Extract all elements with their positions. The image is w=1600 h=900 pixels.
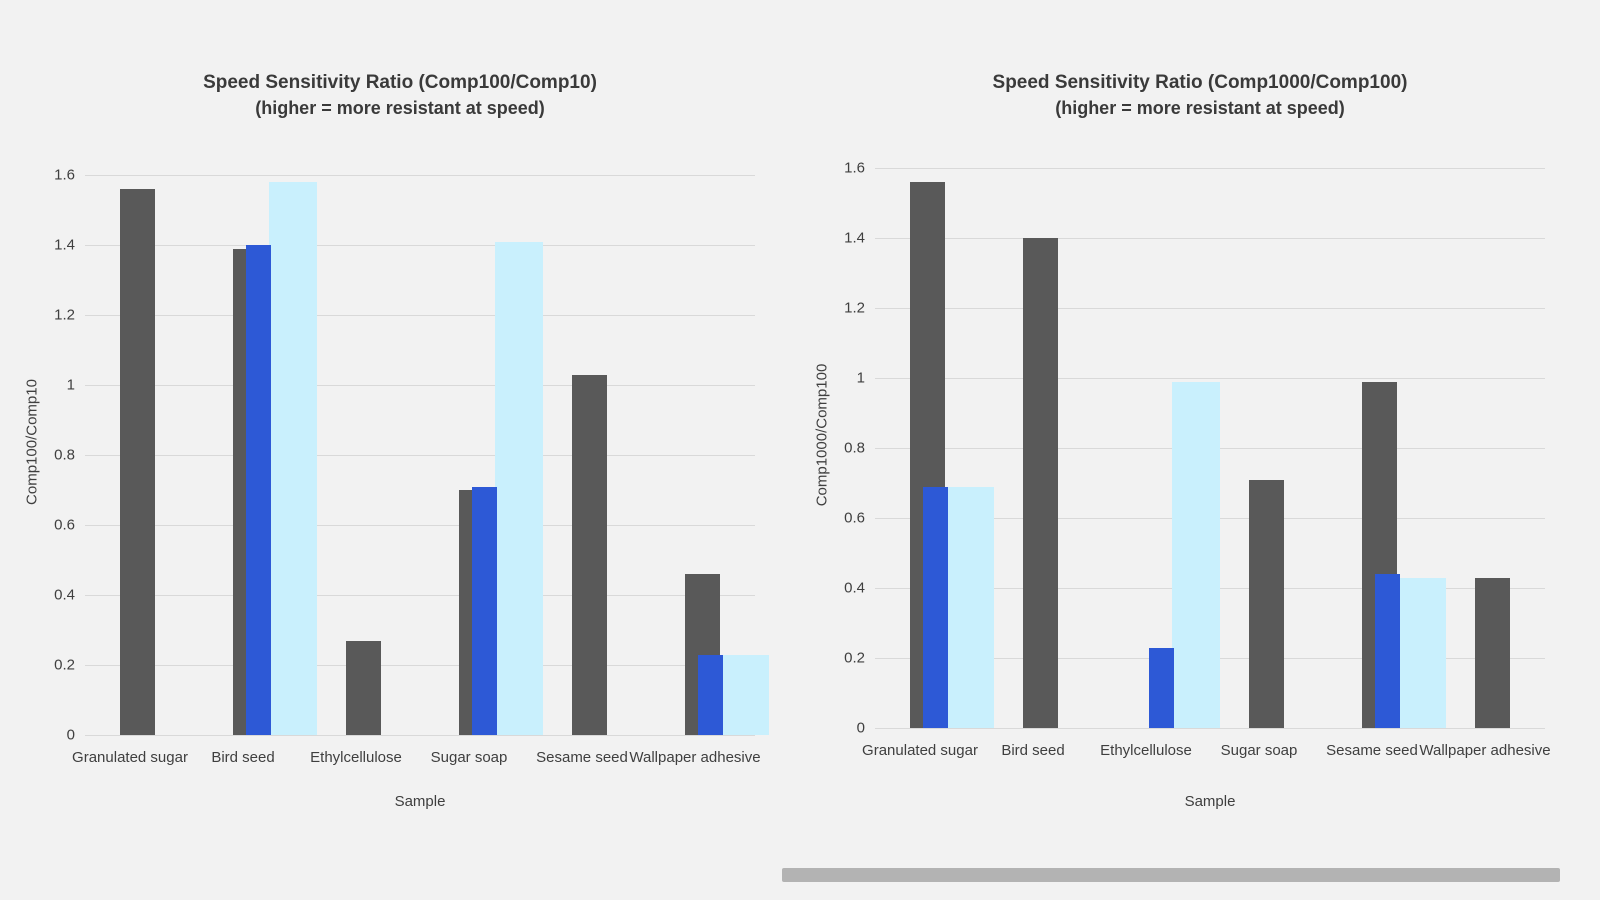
- y-tick-label-1.6: 1.6: [844, 159, 865, 177]
- x-tick-label-ethylcellulose: Ethylcellulose: [1100, 742, 1192, 759]
- bar-gray-sugar-soap: [1249, 479, 1284, 728]
- x-tick-label-sesame-seed: Sesame seed: [1326, 742, 1418, 759]
- gridline-y-0.6: [85, 525, 755, 526]
- bar-gray-sesame-seed: [572, 374, 607, 735]
- bar-lightblue-wallpaper-adhesive: [721, 654, 769, 735]
- bar-lightblue-sesame-seed: [1398, 577, 1446, 728]
- y-tick-label-0.4: 0.4: [844, 579, 865, 597]
- y-tick-label-1.2: 1.2: [844, 299, 865, 317]
- x-tick-label-ethylcellulose: Ethylcellulose: [310, 749, 402, 766]
- left-chart: Speed Sensitivity Ratio (Comp100/Comp10)…: [0, 0, 800, 860]
- bar-lightblue-sugar-soap: [495, 241, 543, 735]
- bar-blue-bird-seed: [246, 245, 271, 735]
- y-tick-label-0.6: 0.6: [54, 516, 75, 534]
- horizontal-scrollbar-thumb[interactable]: [782, 868, 1560, 882]
- gridline-y-0: [85, 735, 755, 736]
- right-chart: Speed Sensitivity Ratio (Comp1000/Comp10…: [800, 0, 1600, 860]
- bar-lightblue-bird-seed: [269, 182, 317, 735]
- bar-blue-wallpaper-adhesive: [698, 654, 723, 735]
- bar-gray-granulated-sugar: [120, 189, 155, 735]
- y-tick-label-1: 1: [66, 376, 75, 394]
- left-chart-titleblock: Speed Sensitivity Ratio (Comp100/Comp10)…: [0, 70, 800, 120]
- x-tick-label-wallpaper-adhesive: Wallpaper adhesive: [1419, 742, 1551, 759]
- gridline-y-0.4: [85, 595, 755, 596]
- gridline-y-1.6: [85, 175, 755, 176]
- left-chart-plot-area: 0 0.2 0.4 0.6 0.8 1 1.2 1.4 1.6 Granulated sugar B…: [54, 150, 769, 766]
- right-chart-x-axis-label: Sample: [1184, 793, 1236, 810]
- y-tick-label-1.4: 1.4: [844, 229, 865, 247]
- x-tick-label-wallpaper-adhesive: Wallpaper adhesive: [629, 749, 761, 766]
- gridline-y-1.6: [875, 168, 1545, 169]
- y-tick-label-0.2: 0.2: [54, 656, 75, 674]
- y-tick-label-0.2: 0.2: [844, 649, 865, 667]
- y-tick-label-0.4: 0.4: [54, 586, 75, 604]
- x-tick-label-sesame-seed: Sesame seed: [536, 749, 628, 766]
- right-chart-plot-area: 0 0.2 0.4 0.6 0.8 1 1.2 1.4 1.6 Granulated sugar B…: [844, 143, 1550, 760]
- right-chart-titleblock: Speed Sensitivity Ratio (Comp1000/Comp10…: [800, 70, 1600, 120]
- bar-blue-ethylcellulose: [1149, 647, 1174, 728]
- y-tick-label-0: 0: [66, 726, 75, 744]
- right-chart-title: Speed Sensitivity Ratio (Comp1000/Comp10…: [992, 72, 1408, 93]
- gridline-y-0: [875, 728, 1545, 729]
- left-chart-subtitle: (higher = more resistant at speed): [255, 97, 545, 118]
- bar-blue-sesame-seed: [1375, 574, 1400, 728]
- bar-blue-sugar-soap: [472, 486, 497, 735]
- x-tick-label-bird-seed: Bird seed: [211, 749, 275, 766]
- left-chart-title: Speed Sensitivity Ratio (Comp100/Comp10): [203, 72, 597, 93]
- bar-gray-wallpaper-adhesive: [1475, 577, 1510, 728]
- gridline-y-1.2: [85, 315, 755, 316]
- bar-gray-ethylcellulose: [346, 640, 381, 735]
- gridline-y-1: [875, 378, 1545, 379]
- y-tick-label-1.6: 1.6: [54, 166, 75, 184]
- x-tick-label-granulated-sugar: Granulated sugar: [862, 742, 978, 759]
- gridline-y-1.4: [85, 245, 755, 246]
- gridline-y-0.8: [85, 455, 755, 456]
- x-tick-label-bird-seed: Bird seed: [1001, 742, 1065, 759]
- right-chart-subtitle: (higher = more resistant at speed): [1055, 97, 1345, 118]
- y-tick-label-0.8: 0.8: [54, 446, 75, 464]
- gridline-y-1: [85, 385, 755, 386]
- y-tick-label-1: 1: [856, 369, 865, 387]
- y-tick-label-1.4: 1.4: [54, 236, 75, 254]
- bar-lightblue-granulated-sugar: [946, 486, 994, 728]
- gridline-y-1.4: [875, 238, 1545, 239]
- y-tick-label-1.2: 1.2: [54, 306, 75, 324]
- gridline-y-0.2: [85, 665, 755, 666]
- left-chart-y-axis-label: Comp100/Comp10: [23, 379, 41, 505]
- x-tick-label-sugar-soap: Sugar soap: [430, 749, 508, 766]
- bar-gray-bird-seed: [1023, 238, 1058, 728]
- bar-lightblue-ethylcellulose: [1172, 381, 1220, 728]
- x-tick-label-sugar-soap: Sugar soap: [1220, 742, 1298, 759]
- bar-blue-granulated-sugar: [923, 486, 948, 728]
- y-tick-label-0.8: 0.8: [844, 439, 865, 457]
- left-chart-x-axis-label: Sample: [394, 793, 446, 810]
- y-tick-label-0: 0: [856, 719, 865, 737]
- y-tick-label-0.6: 0.6: [844, 509, 865, 527]
- x-tick-label-granulated-sugar: Granulated sugar: [72, 749, 188, 766]
- gridline-y-1.2: [875, 308, 1545, 309]
